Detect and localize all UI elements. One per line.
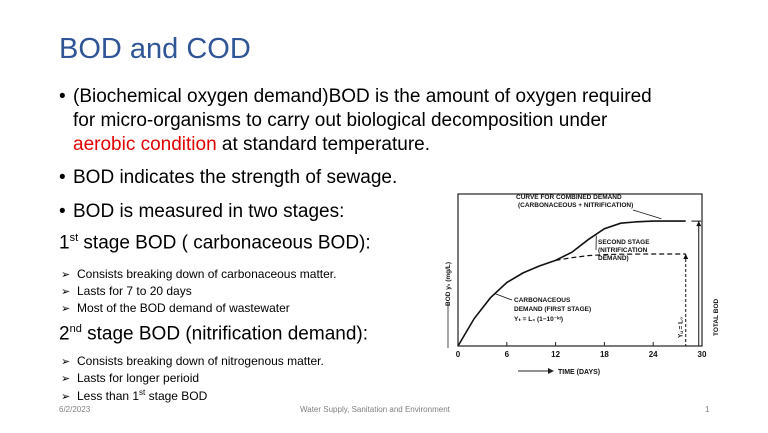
annotation-combined-demand: CURVE FOR COMBINED DEMAND xyxy=(516,194,622,201)
carbonaceous-demand-curve xyxy=(555,253,686,261)
arrow-up-icon xyxy=(696,221,702,227)
arrow-up-icon xyxy=(683,253,689,259)
x-tick-label: 0 xyxy=(456,350,461,359)
bod-curve-chart: 0 6 12 18 24 30 TIME (DAYS) BOD yₜ (mg/L) CURVE … xyxy=(445,193,720,376)
stage2-item: ➢ Consists breaking down of nitrogenous m… xyxy=(61,354,324,368)
annotation-leader xyxy=(632,209,662,220)
stage1-item: ➢ Most of the BOD demand of wastewater xyxy=(61,301,290,315)
bullet-line: for micro-organisms to carry out biologi… xyxy=(73,110,608,131)
arrow-bullet-icon: ➢ xyxy=(61,269,71,281)
stage2-item-ordinal: st xyxy=(139,388,146,397)
annotation-carbonaceous: DEMAND (FIRST STAGE) xyxy=(514,306,591,313)
stage2-item-text: Less than 1 xyxy=(77,389,140,403)
arrow-bullet-icon: ➢ xyxy=(61,391,71,403)
footer-course: Water Supply, Sanitation and Environment xyxy=(300,405,450,414)
annotation-combined-demand: (CARBONACEOUS + NITRIFICATION) xyxy=(518,202,633,209)
arrow-bullet-icon: ➢ xyxy=(61,303,71,315)
stage2-item-text-rest: stage BOD xyxy=(145,389,208,403)
annotation-carbonaceous: CARBONACEOUS xyxy=(514,297,571,304)
stage2-item-text: Consists breaking down of nitrogenous ma… xyxy=(77,354,324,368)
stage2-text: stage BOD (nitrification demand): xyxy=(81,323,369,345)
stage1-text: stage BOD ( carbonaceous BOD): xyxy=(78,232,371,254)
stage2-heading: 2nd stage BOD (nitrification demand): xyxy=(59,323,368,345)
stage1-item: ➢ Consists breaking down of carbonaceous … xyxy=(61,267,336,281)
red-highlight-text: aerobic condition xyxy=(73,134,217,155)
annotation-ultimate-bod: Yᵤ = L₀ xyxy=(678,317,685,338)
stage1-number: 1 xyxy=(59,232,70,254)
stage2-ordinal: nd xyxy=(69,323,82,335)
stage1-item-text: Most of the BOD demand of wastewater xyxy=(77,301,290,315)
bullet-text: BOD indicates the strength of sewage. xyxy=(73,167,398,188)
annotation-second-stage: DEMAND) xyxy=(598,255,629,262)
stage2-item: ➢ Lasts for longer perioid xyxy=(61,371,199,385)
bullet-line-rest: at standard temperature. xyxy=(216,134,430,155)
x-tick-label: 18 xyxy=(600,350,609,359)
footer-page-number: 1 xyxy=(705,405,710,414)
stage1-ordinal: st xyxy=(69,232,79,244)
x-axis-arrow-icon xyxy=(548,368,554,374)
bullet-line: aerobic condition at standard temperatur… xyxy=(73,133,430,157)
stage1-item: ➢ Lasts for 7 to 20 days xyxy=(61,284,192,298)
bullet-line: (Biochemical oxygen demand)BOD is the am… xyxy=(73,86,652,107)
stage2-item: ➢ Less than 1st stage BOD xyxy=(61,388,207,403)
x-axis-label: TIME (DAYS) xyxy=(558,369,600,376)
stage2-item-text: Lasts for longer perioid xyxy=(77,371,200,385)
arrow-bullet-icon: ➢ xyxy=(61,373,71,385)
annotation-second-stage: (NITRIFICATION xyxy=(598,247,648,254)
stage1-item-text: Consists breaking down of carbonaceous m… xyxy=(77,267,337,281)
bullet-dot: • xyxy=(59,167,66,188)
footer-date: 6/2/2023 xyxy=(59,405,91,414)
arrow-bullet-icon: ➢ xyxy=(61,286,71,298)
x-tick-label: 24 xyxy=(649,350,658,359)
bullet-dot: • xyxy=(59,201,66,222)
combined-demand-curve xyxy=(457,220,686,347)
annotation-total-bod: TOTAL BOD xyxy=(713,299,720,337)
stage2-number: 2 xyxy=(59,323,70,345)
bullet-dot: • xyxy=(59,86,66,107)
annotation-leader xyxy=(494,293,513,301)
slide-title: BOD and COD xyxy=(59,33,251,65)
annotation-second-stage: SECOND STAGE xyxy=(598,239,650,246)
x-tick-label: 30 xyxy=(698,350,707,359)
x-tick-label: 12 xyxy=(551,350,560,359)
stage1-heading: 1st stage BOD ( carbonaceous BOD): xyxy=(59,232,371,254)
annotation-first-stage-formula: Yₜ = L₀ (1−10⁻ᵏᵗ) xyxy=(514,316,563,323)
stage1-item-text: Lasts for 7 to 20 days xyxy=(77,284,192,298)
x-tick-label: 6 xyxy=(505,350,510,359)
y-axis-label: BOD yₜ (mg/L) xyxy=(445,262,452,306)
arrow-bullet-icon: ➢ xyxy=(61,356,71,368)
bullet-text: BOD is measured in two stages: xyxy=(73,201,345,222)
plot-frame xyxy=(457,193,703,347)
